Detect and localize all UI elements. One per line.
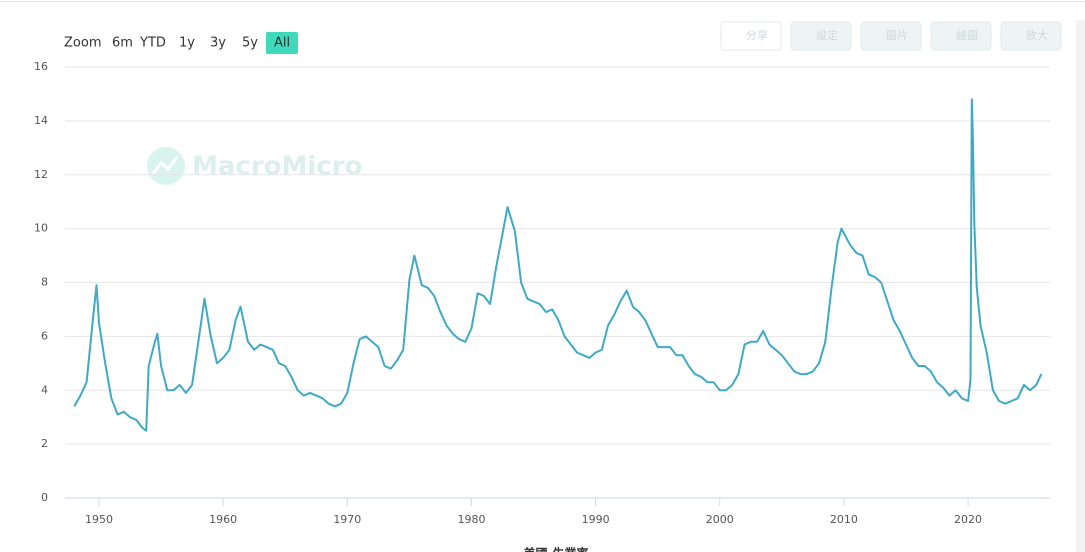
range-button[interactable]: All: [274, 36, 290, 51]
toolbar-button-label: 設定: [816, 28, 838, 42]
range-button[interactable]: YTD: [139, 36, 166, 51]
legend-label[interactable]: 美國-失業率: [524, 546, 589, 552]
toolbar-button-label: 圖片: [886, 29, 908, 42]
y-tick-label: 12: [34, 168, 48, 181]
y-tick-label: 8: [41, 276, 48, 289]
toolbar-button[interactable]: 圖片: [860, 21, 922, 51]
x-tick-label: 2010: [830, 513, 858, 526]
line: [73, 98, 1043, 432]
watermark: MacroMicro: [192, 152, 362, 182]
toolbar-button-bg: [790, 21, 852, 51]
y-tick-label: 16: [34, 60, 48, 73]
zoom-label: Zoom: [64, 36, 101, 51]
range-button[interactable]: 6m: [112, 36, 133, 51]
toolbar-button-label: 放大: [1026, 28, 1048, 42]
x-tick-label: 1960: [209, 513, 237, 526]
toolbar-button-bg: [930, 21, 992, 51]
toolbar-button[interactable]: 設定: [790, 21, 852, 51]
x-tick-label: 1950: [85, 513, 113, 526]
x-tick-label: 1970: [333, 513, 361, 526]
x-tick-label: 1990: [582, 513, 610, 526]
toolbar-button-bg: [860, 21, 922, 51]
range-button[interactable]: 5y: [242, 36, 258, 51]
watermark-logo: [147, 147, 185, 185]
toolbar-button-bg: [1000, 21, 1062, 51]
toolbar-button-label: 分享: [746, 28, 768, 42]
toolbar-button[interactable]: 放大: [1000, 21, 1062, 51]
toolbar-button[interactable]: 分享: [720, 21, 782, 51]
y-tick-label: 4: [41, 383, 48, 396]
x-tick-label: 2000: [706, 513, 734, 526]
range-button[interactable]: 1y: [179, 36, 195, 51]
toolbar-button[interactable]: 繪圖: [930, 21, 992, 51]
y-tick-label: 0: [41, 491, 48, 504]
y-tick-label: 6: [41, 329, 48, 342]
toolbar-button-label: 繪圖: [956, 28, 978, 42]
y-tick-label: 14: [34, 114, 48, 127]
y-tick-label: 10: [34, 222, 48, 235]
y-tick-label: 2: [41, 437, 48, 450]
scrollbar: [1076, 20, 1085, 552]
toolbar-button-bg: [720, 21, 782, 51]
x-tick-label: 2020: [954, 513, 982, 526]
range-button-bg: [266, 32, 298, 54]
x-tick-label: 1980: [457, 513, 485, 526]
range-button[interactable]: 3y: [210, 36, 226, 51]
